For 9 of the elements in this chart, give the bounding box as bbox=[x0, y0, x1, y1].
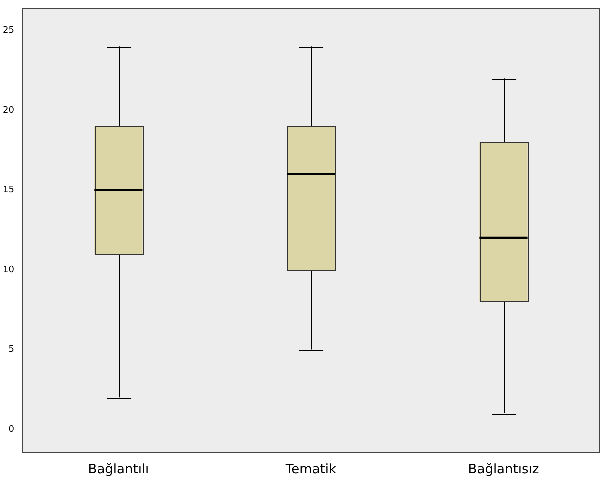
x-tick-label: Bağlantısız bbox=[468, 462, 540, 478]
x-tick-label: Bağlantılı bbox=[88, 462, 150, 478]
y-tick-label: 0 bbox=[8, 424, 15, 435]
y-tick-label: 15 bbox=[3, 186, 14, 196]
y-tick-label: 20 bbox=[3, 106, 15, 116]
y-tick-label: 25 bbox=[3, 26, 14, 36]
y-tick-label: 10 bbox=[3, 265, 15, 276]
x-tick-label: Tematik bbox=[284, 462, 337, 478]
y-tick-label: 5 bbox=[8, 345, 14, 356]
